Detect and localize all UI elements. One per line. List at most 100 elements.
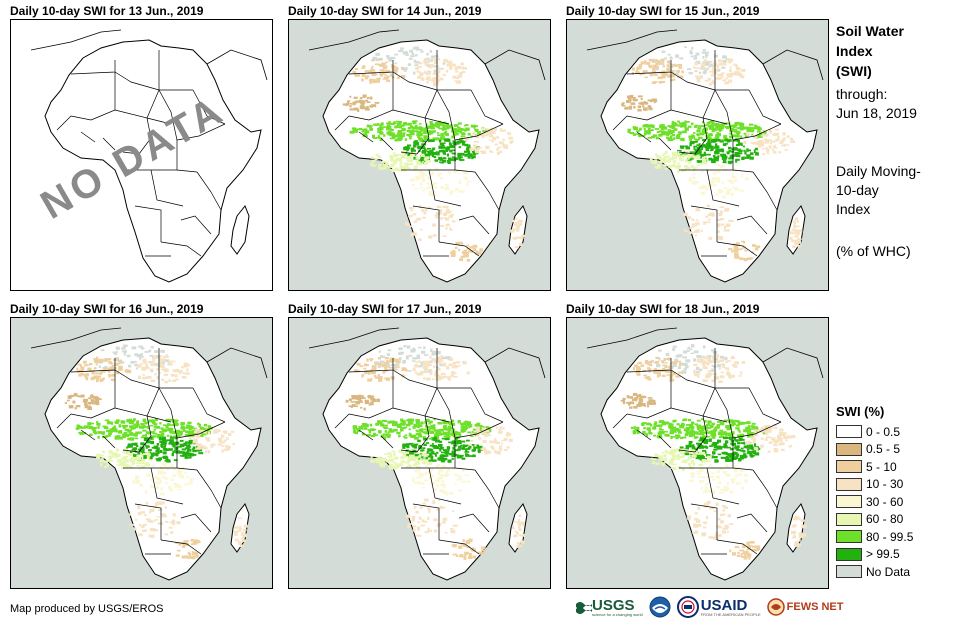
swi-cell [378,362,382,366]
swi-cell [750,454,754,458]
swi-cell [773,132,777,135]
swi-cell [773,144,776,148]
swi-cell [732,419,736,423]
continent-outline [600,337,818,581]
swi-cell [469,147,473,151]
swi-raster [345,345,526,560]
swi-cell [730,181,734,184]
swi-cell [669,135,673,138]
swi-cell [782,132,786,136]
swi-cell [647,367,650,370]
swi-cell [149,419,153,422]
swi-cell [199,445,204,447]
swi-cell [717,223,721,227]
swi-cell [106,358,112,361]
swi-cell [739,127,744,131]
swi-cell [727,179,733,183]
swi-cell [97,435,100,439]
swi-cell [728,150,732,152]
swi-cell [784,149,788,151]
swi-cell [794,235,799,238]
swi-cell [381,420,387,422]
swi-cell [420,524,425,527]
swi-cell [137,512,142,516]
swi-cell [430,449,434,452]
swi-cell [380,63,385,66]
swi-cell [429,152,432,156]
swi-cell [488,130,494,134]
country-border [732,438,754,471]
country-border [146,117,172,125]
swi-cell [144,351,150,353]
swi-cell [464,474,469,477]
swi-cell [428,193,434,197]
swi-cell [407,459,411,462]
swi-cell [371,156,374,159]
swi-cell [346,101,350,106]
swi-cell [632,67,635,71]
swi-cell [193,439,198,442]
swi-cell [422,216,426,219]
swi-cell [445,69,449,73]
swi-cell [753,426,758,428]
swi-cell [203,432,206,436]
swi-cell [728,248,733,251]
swi-cell [704,486,708,490]
country-border [612,115,628,131]
swi-cell [475,150,479,154]
swi-cell [688,440,693,444]
swi-cell [791,530,796,535]
swi-cell [431,55,435,58]
swi-cell [422,473,427,475]
swi-cell [676,166,681,169]
africa-map [586,327,824,581]
swi-cell [702,450,707,453]
swi-cell [416,526,421,529]
swi-cell [406,156,411,159]
swi-cell [136,454,139,458]
legend-item: No Data [836,564,910,579]
swi-cell [628,106,633,110]
swi-cell [662,153,665,156]
legend-item: > 99.5 [836,547,900,562]
swi-cell [703,379,708,382]
swi-cell [786,144,790,146]
legend-label: 5 - 10 [866,459,897,474]
swi-cell [408,57,413,60]
swi-cell [442,62,446,65]
swi-cell [707,139,710,142]
swi-cell [388,367,393,369]
swi-cell [155,501,159,504]
swi-cell [700,64,704,68]
swi-cell [697,374,700,378]
swi-cell [447,430,451,435]
swi-cell [112,351,117,354]
swi-cell [650,359,654,363]
swi-cell [379,461,384,465]
swi-cell [417,76,422,79]
swi-cell [162,441,167,444]
swi-cell [183,362,189,366]
swi-cell [697,472,701,475]
swi-cell [390,357,395,361]
swi-cell [77,395,82,397]
swi-cell [663,458,668,462]
usgs-tagline: science for a changing world [592,611,643,617]
swi-cell [718,190,723,193]
swi-cell [479,552,484,555]
swi-cell [386,79,391,82]
swi-cell [420,50,424,53]
swi-cell [145,367,150,369]
swi-cell [405,461,410,464]
swi-cell [408,214,413,218]
swi-cell [687,155,692,159]
swi-cell [136,444,139,448]
country-border [736,513,768,533]
swi-cell [676,453,680,458]
swi-cell [646,131,649,135]
swi-cell [743,445,749,449]
swi-cell [760,444,764,448]
swi-cell [148,451,152,454]
swi-cell [637,95,643,98]
swi-cell [366,97,369,99]
